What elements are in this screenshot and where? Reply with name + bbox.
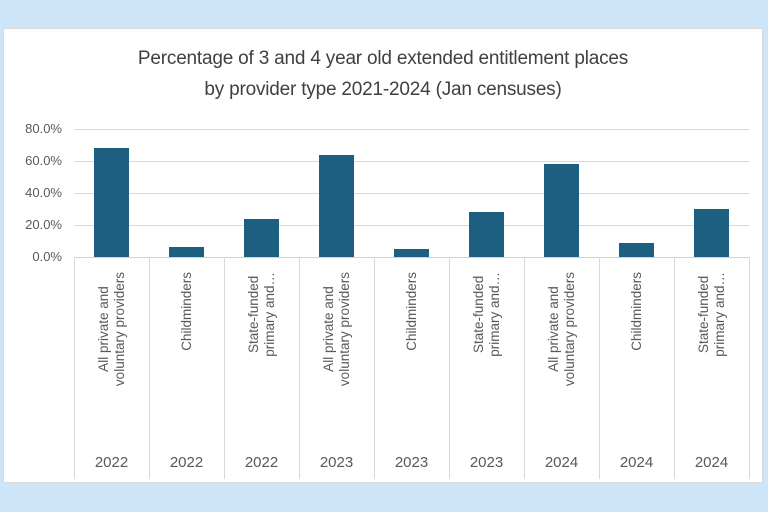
y-axis-tick-label: 60.0%: [25, 153, 62, 168]
bar-2022-childminders: [169, 247, 204, 257]
year-label-2023: 2023: [469, 454, 504, 471]
category-separator-line: [74, 257, 75, 479]
category-label-state-funded-primary-and: State-funded primary and…: [245, 272, 277, 357]
y-axis-tick-label: 40.0%: [25, 185, 62, 200]
category-label-state-funded-primary-and: State-funded primary and…: [695, 272, 727, 357]
bar-2023-all-private-and-voluntary-providers: [319, 155, 354, 257]
category-label-childminders: Childminders: [178, 272, 194, 351]
category-separator-line: [374, 257, 375, 479]
category-separator-line: [749, 257, 750, 479]
category-label-rotator: All private and voluntary providers: [524, 260, 599, 450]
category-label-cell: All private and voluntary providers: [524, 260, 599, 450]
year-label-2022: 2022: [169, 454, 204, 471]
x-axis-line: [74, 257, 749, 258]
category-separator-line: [674, 257, 675, 479]
year-label-2024: 2024: [544, 454, 579, 471]
category-separator-line: [524, 257, 525, 479]
category-separator-line: [449, 257, 450, 479]
bar-2024-all-private-and-voluntary-providers: [544, 164, 579, 257]
bar-2023-childminders: [394, 249, 429, 257]
category-label-cell: State-funded primary and…: [224, 260, 299, 450]
category-label-cell: State-funded primary and…: [674, 260, 749, 450]
category-label-rotator: State-funded primary and…: [224, 260, 299, 450]
gridline-40: [74, 193, 749, 194]
category-label-childminders: Childminders: [628, 272, 644, 351]
category-label-state-funded-primary-and: State-funded primary and…: [470, 272, 502, 357]
chart-area: Percentage of 3 and 4 year old extended …: [3, 28, 763, 483]
category-label-cell: State-funded primary and…: [449, 260, 524, 450]
category-label-all-private-and-voluntary-providers: All private and voluntary providers: [320, 272, 352, 387]
y-axis-tick-label: 0.0%: [32, 249, 62, 264]
bar-2022-all-private-and-voluntary-providers: [94, 148, 129, 257]
category-label-all-private-and-voluntary-providers: All private and voluntary providers: [545, 272, 577, 387]
y-axis-tick-label: 80.0%: [25, 121, 62, 136]
year-label-2023: 2023: [394, 454, 429, 471]
chart-title-line-2: by provider type 2021-2024 (Jan censuses…: [204, 79, 562, 100]
category-label-rotator: All private and voluntary providers: [74, 260, 149, 450]
bar-2024-state-funded-primary-and: [694, 209, 729, 257]
category-label-cell: Childminders: [149, 260, 224, 450]
category-label-all-private-and-voluntary-providers: All private and voluntary providers: [95, 272, 127, 387]
category-label-rotator: State-funded primary and…: [674, 260, 749, 450]
year-label-2024: 2024: [694, 454, 729, 471]
gridline-60: [74, 161, 749, 162]
category-label-cell: Childminders: [599, 260, 674, 450]
y-axis-tick-label: 20.0%: [25, 217, 62, 232]
gridline-80: [74, 129, 749, 130]
year-label-2022: 2022: [244, 454, 279, 471]
category-label-cell: Childminders: [374, 260, 449, 450]
category-label-cell: All private and voluntary providers: [74, 260, 149, 450]
category-separator-line: [224, 257, 225, 479]
gridline-20: [74, 225, 749, 226]
category-label-childminders: Childminders: [403, 272, 419, 351]
chart-title: Percentage of 3 and 4 year old extended …: [4, 43, 762, 105]
category-separator-line: [149, 257, 150, 479]
category-separator-line: [299, 257, 300, 479]
category-label-cell: All private and voluntary providers: [299, 260, 374, 450]
year-label-2024: 2024: [619, 454, 654, 471]
bar-2022-state-funded-primary-and: [244, 219, 279, 257]
chart-title-line-1: Percentage of 3 and 4 year old extended …: [137, 48, 629, 69]
year-label-2022: 2022: [94, 454, 129, 471]
category-label-rotator: All private and voluntary providers: [299, 260, 374, 450]
bar-2024-childminders: [619, 243, 654, 257]
category-label-rotator: Childminders: [149, 260, 224, 450]
category-label-rotator: Childminders: [599, 260, 674, 450]
year-label-2023: 2023: [319, 454, 354, 471]
category-label-rotator: State-funded primary and…: [449, 260, 524, 450]
category-separator-line: [599, 257, 600, 479]
bar-2023-state-funded-primary-and: [469, 212, 504, 257]
category-label-rotator: Childminders: [374, 260, 449, 450]
